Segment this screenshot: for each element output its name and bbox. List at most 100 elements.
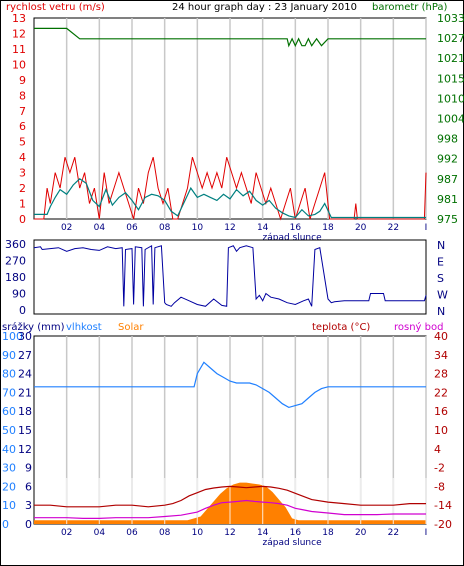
x-tick-label: 18	[322, 223, 334, 233]
pressure-tick: 975	[437, 213, 458, 226]
temperature-tick: 34	[434, 349, 448, 362]
x-tick-label: 04	[94, 223, 106, 233]
humidity-tick: 40	[2, 443, 16, 456]
x-tick-label: 18	[322, 528, 334, 538]
wind-speed-tick: 13	[12, 12, 26, 25]
direction-tick: 270	[5, 255, 26, 268]
x-tick-label: 02	[61, 528, 72, 538]
x-tick-label: 22	[388, 528, 399, 538]
rain-tick: 30	[18, 330, 32, 343]
wind-speed-tick: 8	[19, 89, 26, 102]
x-tick-label: I	[425, 223, 428, 233]
direction-tick: 360	[5, 238, 26, 251]
rain-tick: 12	[18, 443, 32, 456]
rain-tick: 6	[25, 480, 32, 493]
pressure-tick: 992	[437, 153, 458, 166]
pressure-tick: 1015	[437, 72, 464, 85]
temperature-tick: 16	[434, 405, 448, 418]
wind-average-line	[34, 178, 426, 219]
humidity-tick: 20	[2, 480, 16, 493]
humidity-tick: 90	[2, 349, 16, 362]
direction-tick: 180	[5, 271, 26, 284]
wind-speed-tick: 3	[19, 167, 26, 180]
humidity-tick: 10	[2, 499, 16, 512]
rain-tick: 24	[18, 368, 32, 381]
wind-speed-tick: 7	[19, 105, 26, 118]
pressure-tick: 987	[437, 173, 458, 186]
temperature-tick: 40	[434, 330, 448, 343]
rain-tick: 3	[25, 499, 32, 512]
temperature-tick: -20	[434, 518, 452, 531]
wind-speed-tick: 1	[19, 198, 26, 211]
wind-speed-tick: 12	[12, 27, 26, 40]
humidity-tick: 70	[2, 386, 16, 399]
wind-speed-axis-title: rychlost vetru (m/s)	[6, 2, 105, 13]
temperature-tick: 22	[434, 386, 448, 399]
x-tick-label: 06	[126, 223, 138, 233]
pressure-tick: 998	[437, 133, 458, 146]
panel-direction-area	[33, 239, 427, 315]
humidity-tick: 50	[2, 424, 16, 437]
x-tick-label: 12	[224, 223, 235, 233]
dewpoint-line	[34, 499, 426, 520]
rain-tick: 9	[25, 462, 32, 475]
wind-speed-tick: 5	[19, 136, 26, 149]
sunset-label: západ slunce	[263, 233, 323, 243]
pressure-axis-title: barometr (hPa)	[372, 2, 448, 13]
wind-speed-tick: 0	[19, 213, 26, 226]
pressure-tick: 1010	[437, 92, 464, 105]
wind-speed-tick: 11	[12, 43, 26, 56]
rain-tick: 21	[18, 386, 32, 399]
humidity-line	[34, 361, 426, 409]
dewpoint-axis-title: rosný bod	[394, 321, 443, 333]
direction-tick: 0	[19, 304, 26, 317]
pressure-tick: 1021	[437, 52, 464, 65]
temperature-tick: 10	[434, 424, 448, 437]
x-tick-label: I	[425, 528, 428, 538]
rain-tick: 0	[25, 518, 32, 531]
direction-tick: 90	[12, 288, 26, 301]
chart-title: 24 hour graph day : 23 January 2010	[172, 2, 357, 13]
x-tick-label: 14	[257, 528, 269, 538]
temperature-tick: 4	[434, 443, 441, 456]
rain-axis-title: srážky (mm)	[2, 321, 65, 333]
temperature-tick: -8	[434, 480, 445, 493]
humidity-tick: 60	[2, 405, 16, 418]
pressure-line	[34, 27, 426, 48]
x-tick-label: 22	[388, 223, 399, 233]
temperature-tick: 28	[434, 368, 448, 381]
wind-gust-line	[34, 157, 427, 221]
compass-label: S	[437, 272, 444, 285]
humidity-tick: 100	[2, 330, 23, 343]
wind-speed-tick: 4	[19, 151, 26, 164]
pressure-tick: 1004	[437, 113, 464, 126]
x-tick-label: 14	[257, 223, 269, 233]
temperature-tick: -2	[434, 462, 445, 475]
x-tick-label: 20	[355, 528, 367, 538]
x-tick-label: 20	[355, 223, 367, 233]
x-tick-label: 08	[159, 528, 171, 538]
x-tick-label: 04	[94, 528, 106, 538]
rain-tick: 15	[18, 424, 32, 437]
wind-speed-tick: 6	[19, 120, 26, 133]
rain-tick: 27	[18, 349, 32, 362]
wind-direction-line	[33, 244, 427, 307]
x-tick-label: 02	[61, 223, 72, 233]
temperature-line	[34, 485, 426, 508]
compass-label: E	[437, 256, 444, 269]
temperature-axis-title: teplota (°C)	[312, 322, 370, 333]
pressure-tick: 1027	[437, 32, 464, 45]
compass-label: N	[437, 239, 445, 252]
compass-label: N	[437, 305, 445, 318]
humidity-tick: 30	[2, 462, 16, 475]
wind-speed-tick: 9	[19, 74, 26, 87]
pressure-tick: 981	[437, 193, 458, 206]
rain-tick: 18	[18, 405, 32, 418]
humidity-tick: 80	[2, 368, 16, 381]
solar-axis-title: Solar	[118, 322, 144, 333]
x-tick-label: 16	[290, 223, 302, 233]
humidity-tick: 0	[2, 518, 9, 531]
x-tick-label: 08	[159, 223, 171, 233]
x-tick-label: 10	[192, 528, 204, 538]
